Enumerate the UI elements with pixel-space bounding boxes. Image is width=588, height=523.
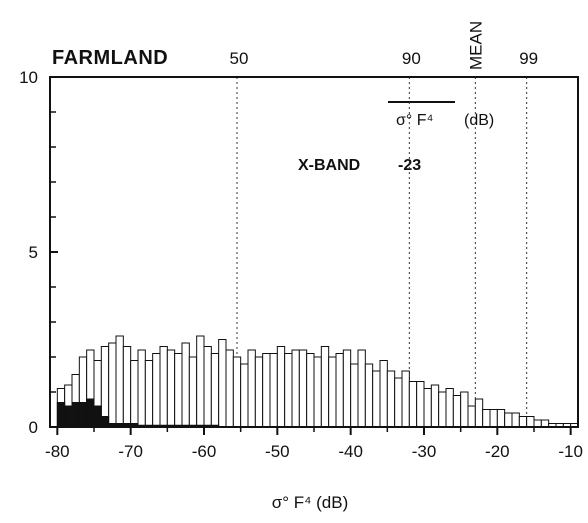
histogram-bar: [159, 346, 168, 428]
histogram-bar: [342, 349, 352, 428]
histogram-bar: [269, 353, 278, 428]
histogram-bar: [504, 412, 513, 428]
percentile-marker-label: 99: [519, 49, 538, 68]
histogram-bar: [438, 391, 447, 428]
histogram-bar: [416, 381, 425, 428]
histogram-bar: [335, 353, 344, 428]
y-tick-label: 10: [19, 68, 38, 87]
histogram-bar: [489, 409, 498, 428]
histogram-bar: [386, 370, 396, 428]
histogram-bar: [181, 342, 190, 428]
histogram-bar-filled: [64, 405, 73, 428]
histogram-bar: [203, 346, 212, 428]
annotation-symbol: σ° F⁴: [396, 112, 433, 129]
histogram-bar-filled: [86, 398, 95, 428]
histogram-bar: [526, 416, 535, 428]
histogram-bar: [130, 360, 139, 428]
histogram-bar: [328, 356, 337, 428]
histogram-bar: [137, 349, 146, 428]
x-axis-label: σ° F⁴ (dB): [272, 493, 349, 512]
histogram-bar-filled: [56, 402, 66, 428]
histogram-bar: [350, 363, 359, 428]
histogram-bar: [225, 349, 234, 428]
x-tick-label: -30: [412, 442, 437, 461]
chart-title: FARMLAND: [52, 47, 168, 69]
histogram-bar: [174, 353, 183, 428]
histogram-bar: [240, 363, 249, 428]
histogram-bar: [372, 370, 381, 428]
histogram-bar: [496, 409, 506, 428]
histogram-bar-filled: [100, 416, 110, 428]
y-tick-label: 0: [29, 418, 38, 437]
percentile-marker-label: 90: [402, 49, 421, 68]
histogram-bar: [460, 391, 469, 428]
histogram-bar: [518, 416, 528, 428]
y-tick-label: 5: [29, 243, 38, 262]
histogram-bar: [291, 349, 300, 428]
histogram-bar: [320, 346, 330, 428]
histogram-bar: [467, 405, 476, 428]
histogram-bar: [144, 360, 154, 428]
x-tick-label: -80: [45, 442, 70, 461]
x-tick-label: -40: [338, 442, 363, 461]
histogram-bar: [196, 335, 205, 428]
percentile-marker-label: MEAN: [466, 21, 485, 70]
x-tick-label: -70: [118, 442, 143, 461]
annotation-unit: (dB): [464, 112, 494, 129]
histogram-bar: [276, 346, 286, 428]
histogram-bar: [218, 339, 227, 428]
histogram-bar: [188, 356, 198, 428]
histogram-bar: [100, 346, 110, 428]
histogram-bar: [115, 335, 124, 428]
histogram-bar: [430, 384, 440, 428]
histogram-bar-filled: [93, 405, 102, 428]
histogram-bar: [511, 412, 520, 428]
histogram-bar: [423, 388, 432, 428]
histogram-bar: [401, 370, 410, 428]
histogram-bar: [122, 346, 132, 428]
histogram-bar: [152, 353, 161, 428]
histogram-bar: [452, 395, 462, 428]
histogram-bar: [379, 360, 388, 428]
histogram-bar: [210, 353, 220, 428]
histogram-bar: [247, 349, 256, 428]
annotation-value: -23: [398, 157, 421, 174]
histogram-bar: [474, 398, 484, 428]
x-tick-label: -50: [265, 442, 290, 461]
x-tick-label: -60: [192, 442, 217, 461]
percentile-marker-label: 50: [230, 49, 249, 68]
histogram-bar: [232, 356, 242, 428]
histogram-bar-filled: [78, 402, 88, 428]
histogram-bar: [108, 342, 117, 428]
histogram-bar: [254, 356, 264, 428]
histogram-bar: [313, 356, 322, 428]
x-tick-label: -10: [558, 442, 583, 461]
histogram-bar: [298, 349, 308, 428]
histogram-bar: [306, 353, 315, 428]
histogram-bar: [482, 409, 491, 428]
histogram-bar: [540, 419, 550, 428]
x-tick-label: -20: [485, 442, 510, 461]
histogram-bar: [166, 349, 176, 428]
histogram-bar: [445, 388, 454, 428]
histogram-bar: [364, 363, 374, 428]
histogram-bar: [357, 349, 366, 428]
histogram-bar: [408, 381, 418, 428]
histogram-bar: [262, 353, 271, 428]
histogram-bar: [533, 419, 542, 428]
histogram-bar: [394, 377, 403, 428]
annotation-band: X-BAND: [298, 157, 360, 174]
histogram-bar-filled: [71, 402, 80, 428]
histogram-bar: [284, 353, 293, 428]
